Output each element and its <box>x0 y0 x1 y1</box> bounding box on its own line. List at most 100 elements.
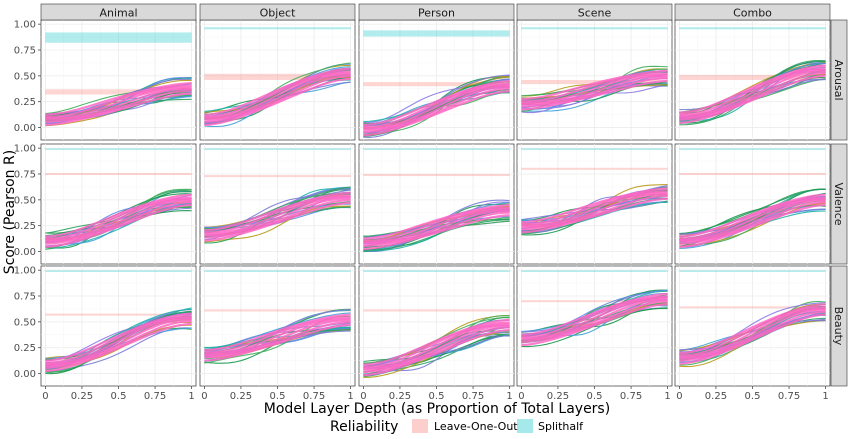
y-tick-label: 0.00 <box>14 123 36 134</box>
mean-line <box>204 67 351 116</box>
y-tick-label: 1.00 <box>14 20 36 31</box>
mean-line <box>679 72 826 121</box>
mean-line <box>521 72 668 103</box>
mean-line <box>204 73 351 121</box>
mean-line <box>204 313 351 352</box>
mean-line <box>363 211 510 247</box>
mean-line <box>363 84 510 130</box>
y-tick-label: 0.25 <box>14 97 36 108</box>
model-line <box>204 326 351 349</box>
mean-line <box>363 90 510 137</box>
x-tick-label: 0.5 <box>111 391 127 402</box>
leave-one-out-band <box>521 300 668 303</box>
mean-line <box>363 326 510 374</box>
mean-line <box>679 198 826 242</box>
legend-label-splithalf: Splithalf <box>538 420 584 433</box>
mean-line <box>521 77 668 108</box>
mean-line <box>45 198 192 242</box>
panel-beauty-animal <box>40 265 197 387</box>
mean-line <box>363 318 510 366</box>
x-tick-label: 0.75 <box>303 391 325 402</box>
leave-one-out-band <box>679 74 826 80</box>
mean-line <box>679 70 826 119</box>
facet-strip-label: Combo <box>733 7 772 20</box>
leave-one-out-band <box>521 80 668 85</box>
row-strip-label: Valence <box>832 182 845 225</box>
panel-arousal-combo <box>674 19 831 141</box>
x-tick-label: 0.5 <box>270 391 286 402</box>
splithalf-band <box>521 148 668 150</box>
mean-line <box>204 197 351 237</box>
mean-line <box>204 191 351 232</box>
legend-key-splithalf <box>517 419 533 433</box>
x-tick-label: 0 <box>676 391 682 402</box>
leave-one-out-band <box>45 172 192 176</box>
mean-line <box>363 321 510 368</box>
legend-title: Reliability <box>330 419 398 435</box>
mean-line <box>363 204 510 240</box>
mean-line <box>45 196 192 240</box>
mean-line <box>363 323 510 370</box>
mean-line <box>363 328 510 377</box>
mean-line <box>679 196 826 240</box>
y-tick-label: 0.75 <box>14 170 36 181</box>
leave-one-out-band <box>45 313 192 316</box>
mean-line <box>521 193 668 229</box>
mean-line <box>521 191 668 227</box>
x-tick-label: 0.25 <box>230 391 252 402</box>
facet-strip-animal <box>40 3 197 21</box>
y-tick-label: 1.00 <box>14 266 36 277</box>
mean-line <box>521 298 668 341</box>
mean-line <box>521 187 668 224</box>
splithalf-band <box>363 148 510 150</box>
mean-line <box>363 208 510 244</box>
splithalf-band <box>679 27 826 30</box>
splithalf-band <box>204 148 351 150</box>
mean-line <box>521 75 668 106</box>
x-tick-label: 1 <box>347 391 353 402</box>
x-tick-label: 1 <box>664 391 670 402</box>
splithalf-band <box>45 148 192 150</box>
y-tick-label: 1.00 <box>14 144 36 155</box>
facet-strip-label: Animal <box>99 7 137 20</box>
facet-strip-scene <box>516 3 673 21</box>
splithalf-band <box>521 270 668 272</box>
row-strip-valence <box>830 143 848 265</box>
mean-line <box>45 320 192 369</box>
mean-line <box>45 92 192 127</box>
mean-line <box>204 201 351 242</box>
splithalf-band <box>363 30 510 37</box>
legend: Reliability Leave-One-Out Splithalf <box>330 419 584 435</box>
facet-strip-person <box>358 3 515 21</box>
panel-arousal-object <box>199 19 356 141</box>
mean-line <box>521 303 668 347</box>
panel-arousal-person <box>358 19 515 141</box>
mean-line <box>204 72 351 120</box>
mean-line <box>204 199 351 239</box>
leave-one-out-band <box>204 175 351 178</box>
panel-valence-person <box>358 143 515 265</box>
leave-one-out-band <box>521 167 668 170</box>
y-axis-label: Score (Pearson R) <box>2 150 18 274</box>
y-tick-label: 0.50 <box>14 195 36 206</box>
panel-arousal-animal <box>40 19 197 141</box>
mean-line <box>363 82 510 129</box>
x-tick-label: 0 <box>360 391 366 402</box>
panel-valence-combo <box>674 143 831 265</box>
splithalf-band <box>363 270 510 272</box>
mean-line <box>679 74 826 124</box>
y-tick-label: 0.75 <box>14 292 36 303</box>
leave-one-out-band <box>204 73 351 80</box>
mean-line <box>521 190 668 226</box>
mean-line <box>45 315 192 364</box>
splithalf-band <box>679 148 826 150</box>
leave-one-out-band <box>45 89 192 95</box>
panel-grid <box>40 19 831 387</box>
x-tick-label: 0 <box>518 391 524 402</box>
mean-line <box>679 313 826 365</box>
mean-line <box>679 64 826 114</box>
legend-label-leave-one-out: Leave-One-Out <box>434 420 518 433</box>
leave-one-out-band <box>679 306 826 309</box>
mean-line <box>204 70 351 118</box>
mean-line <box>363 214 510 251</box>
